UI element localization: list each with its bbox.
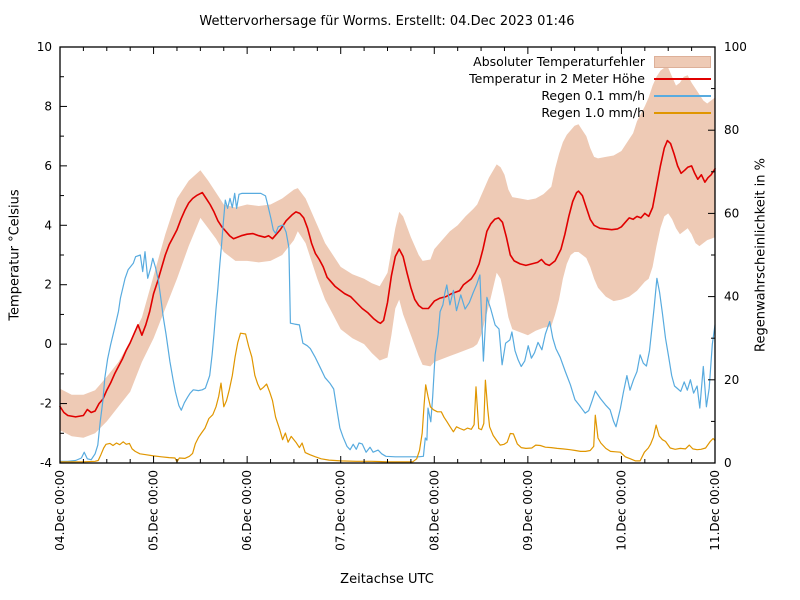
legend-label: Regen 0.1 mm/h (541, 88, 645, 103)
y-right-tick-label: 100 (724, 40, 747, 54)
series-regen-1-0-mm-h (59, 332, 716, 463)
legend-band-swatch (654, 55, 711, 68)
series-temperatur-in-2-meter-h-he (59, 139, 716, 418)
legend-row-1: Temperatur in 2 Meter Höhe (469, 72, 711, 85)
x-tick-label: 07.Dec 00:00 (334, 470, 348, 551)
y-left-tick-label: 10 (37, 40, 52, 54)
y-right-tick-label: 20 (724, 373, 739, 387)
y-left-tick-label: 2 (44, 278, 52, 292)
y-left-axis-title: Temperatur °Celsius (7, 189, 23, 321)
error-band (60, 67, 715, 438)
x-tick-label: 08.Dec 00:00 (427, 470, 441, 551)
axis-ticks (59, 46, 716, 464)
legend-label: Regen 1.0 mm/h (541, 105, 645, 120)
legend-line-swatch (654, 77, 711, 80)
legend-line-swatch (654, 94, 711, 97)
legend-label: Absoluter Temperaturfehler (473, 54, 645, 69)
y-right-tick-label: 40 (724, 290, 739, 304)
legend-row-2: Regen 0.1 mm/h (469, 89, 711, 102)
legend-row-0: Absoluter Temperaturfehler (469, 55, 711, 68)
y-left-tick-label: 4 (44, 218, 52, 232)
y-right-tick-label: 80 (724, 123, 739, 137)
series-regen-0-1-mm-h (59, 192, 716, 462)
y-left-tick-label: 6 (44, 159, 52, 173)
x-tick-label: 10.Dec 00:00 (614, 470, 628, 551)
x-tick-label: 05.Dec 00:00 (147, 470, 161, 551)
x-tick-label: 06.Dec 00:00 (240, 470, 254, 551)
legend-label: Temperatur in 2 Meter Höhe (469, 71, 645, 86)
legend-line-swatch (654, 111, 711, 114)
legend: Absoluter Temperaturfehler Temperatur in … (469, 55, 711, 119)
y-left-tick-label: -4 (40, 456, 52, 470)
x-tick-label: 11.Dec 00:00 (708, 470, 722, 551)
y-right-tick-label: 60 (724, 206, 739, 220)
y-left-tick-label: -2 (40, 397, 52, 411)
legend-row-3: Regen 1.0 mm/h (469, 106, 711, 119)
y-left-tick-label: 8 (44, 99, 52, 113)
y-left-tick-label: 0 (44, 337, 52, 351)
x-tick-label: 09.Dec 00:00 (521, 470, 535, 551)
chart-title: Wettervorhersage für Worms. Erstellt: 04… (199, 14, 575, 29)
y-right-axis-title: Regenwahrscheinlichkeit in % (753, 158, 769, 352)
x-axis-title: Zeitachse UTC (340, 572, 434, 587)
y-right-tick-label: 0 (724, 456, 732, 470)
x-tick-label: 04.Dec 00:00 (53, 470, 67, 551)
